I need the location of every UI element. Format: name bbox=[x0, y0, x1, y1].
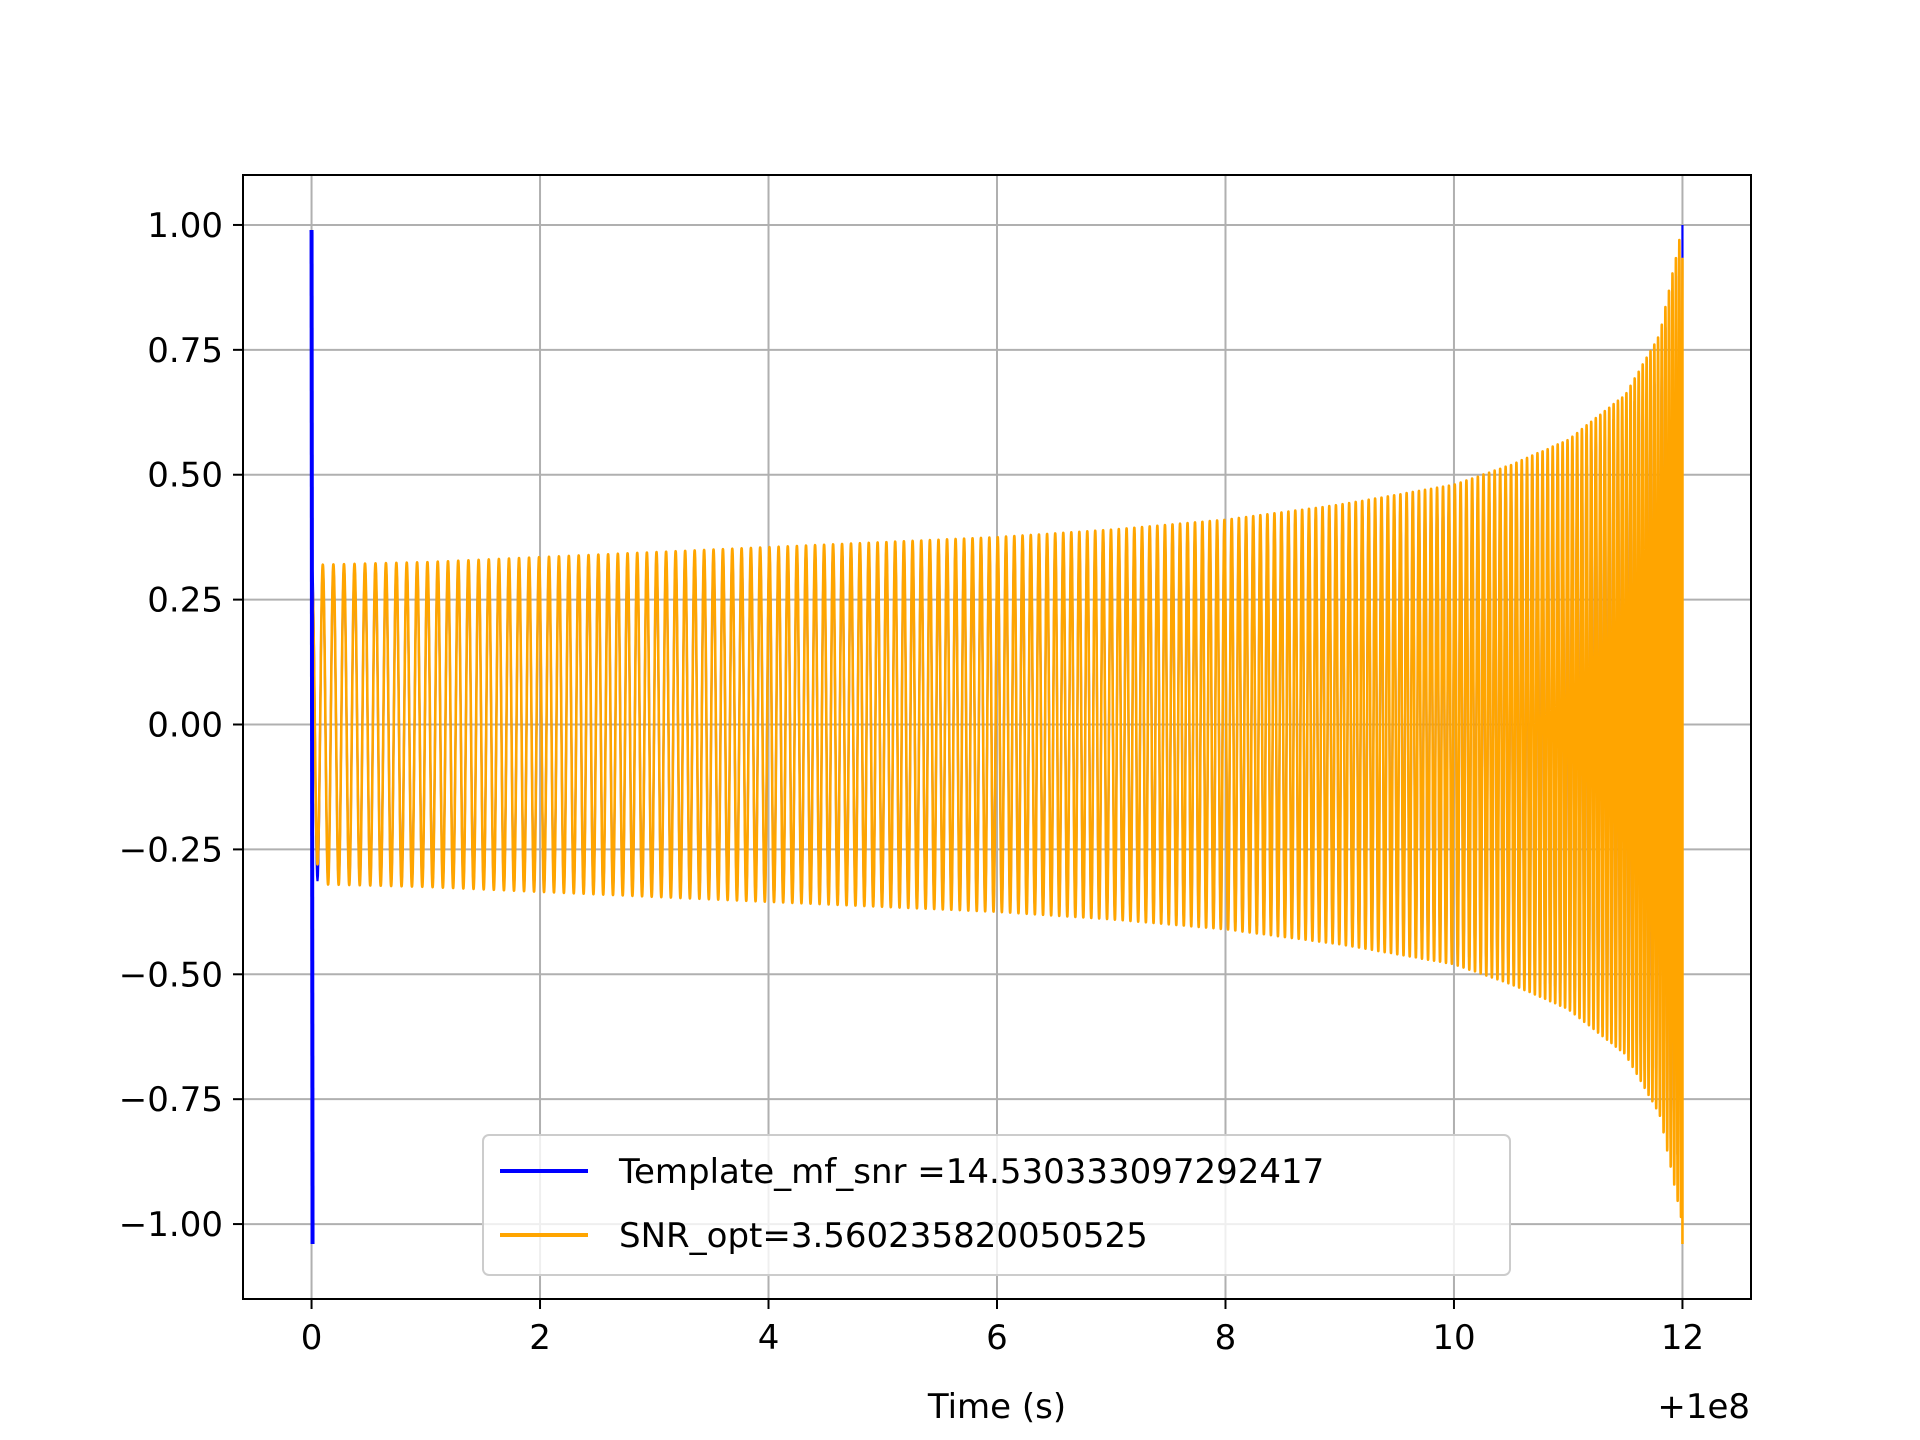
legend-label-template-mf-snr: Template_mf_snr =14.530333097292417 bbox=[618, 1152, 1324, 1192]
x-axis-offset-label: +1e8 bbox=[1657, 1387, 1750, 1427]
y-tick-label: 1.00 bbox=[147, 206, 223, 246]
legend-box bbox=[482, 1134, 1511, 1276]
x-tick-label: 2 bbox=[529, 1318, 551, 1358]
x-tick-label: 6 bbox=[986, 1318, 1008, 1358]
series-line-snr-opt bbox=[310, 238, 1684, 1245]
x-tick-label: 8 bbox=[1215, 1318, 1237, 1358]
legend: Template_mf_snr =14.530333097292417 SNR_… bbox=[482, 1134, 1511, 1276]
legend-label-snr-opt: SNR_opt=3.560235820050525 bbox=[619, 1216, 1148, 1256]
x-tick-label: 12 bbox=[1661, 1318, 1704, 1358]
y-tick-label: 0.50 bbox=[147, 456, 223, 496]
plot-area bbox=[309, 224, 1684, 1245]
y-tick-label: −0.75 bbox=[119, 1080, 223, 1120]
y-tick-label: 0.00 bbox=[147, 706, 223, 746]
series-spike-template-mf-snr bbox=[309, 229, 315, 1245]
y-tick-label: 0.75 bbox=[147, 331, 223, 371]
x-axis-ticks: 0 2 4 6 8 10 12 bbox=[301, 1299, 1704, 1358]
y-axis-ticks: 1.00 0.75 0.50 0.25 0.00 −0.25 −0.50 −0.75 −1.00 bbox=[119, 206, 243, 1245]
y-tick-label: −0.50 bbox=[119, 955, 223, 995]
y-tick-label: 0.25 bbox=[147, 581, 223, 621]
x-tick-label: 4 bbox=[758, 1318, 780, 1358]
x-axis-label: Time (s) bbox=[927, 1387, 1066, 1427]
y-tick-label: −0.25 bbox=[119, 830, 223, 870]
x-tick-label: 0 bbox=[301, 1318, 323, 1358]
y-tick-label: −1.00 bbox=[119, 1205, 223, 1245]
x-tick-label: 10 bbox=[1432, 1318, 1475, 1358]
